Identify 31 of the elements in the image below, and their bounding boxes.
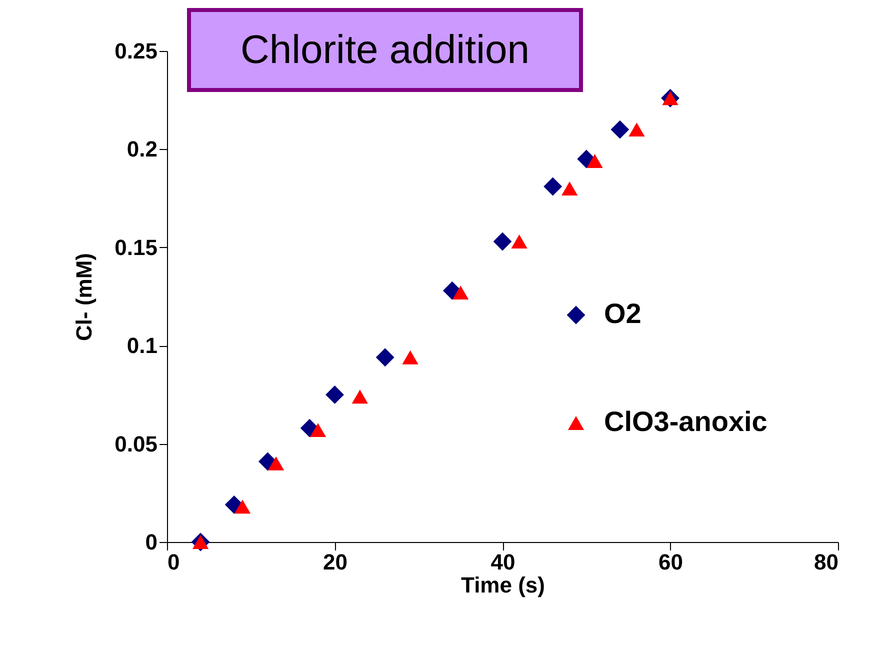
point	[493, 232, 512, 251]
x-tick-label: 40	[490, 550, 516, 574]
point	[452, 286, 469, 300]
point	[562, 182, 578, 196]
y-axis-title: Cl- (mM)	[72, 253, 97, 341]
point	[511, 234, 528, 248]
y-tick-label: 0.05	[114, 431, 158, 456]
x-tick-label: 60	[658, 550, 683, 574]
point	[628, 122, 645, 137]
chart-title: Chlorite addition	[187, 8, 583, 92]
point	[610, 120, 630, 139]
y-tick-label: 0.2	[126, 136, 158, 162]
x-axis-title: Time (s)	[461, 572, 545, 598]
y-tick-label: 0.1	[126, 333, 158, 358]
legend-label: O2	[604, 298, 642, 329]
point	[326, 385, 344, 404]
x-tick-label: 20	[323, 550, 348, 574]
y-tick-label: 0	[145, 530, 158, 554]
point	[352, 390, 368, 404]
point	[234, 500, 251, 514]
point	[310, 423, 326, 438]
point	[544, 177, 562, 196]
point	[376, 348, 394, 367]
point	[586, 154, 603, 168]
x-tick-label: 0	[168, 550, 180, 574]
y-tick-label: 0.15	[114, 234, 158, 260]
point	[402, 350, 418, 364]
y-tick-label: 0.25	[114, 38, 158, 64]
point	[268, 456, 284, 470]
x-tick-label: 80	[814, 550, 838, 574]
legend-label: ClO3-anoxic	[604, 406, 768, 437]
